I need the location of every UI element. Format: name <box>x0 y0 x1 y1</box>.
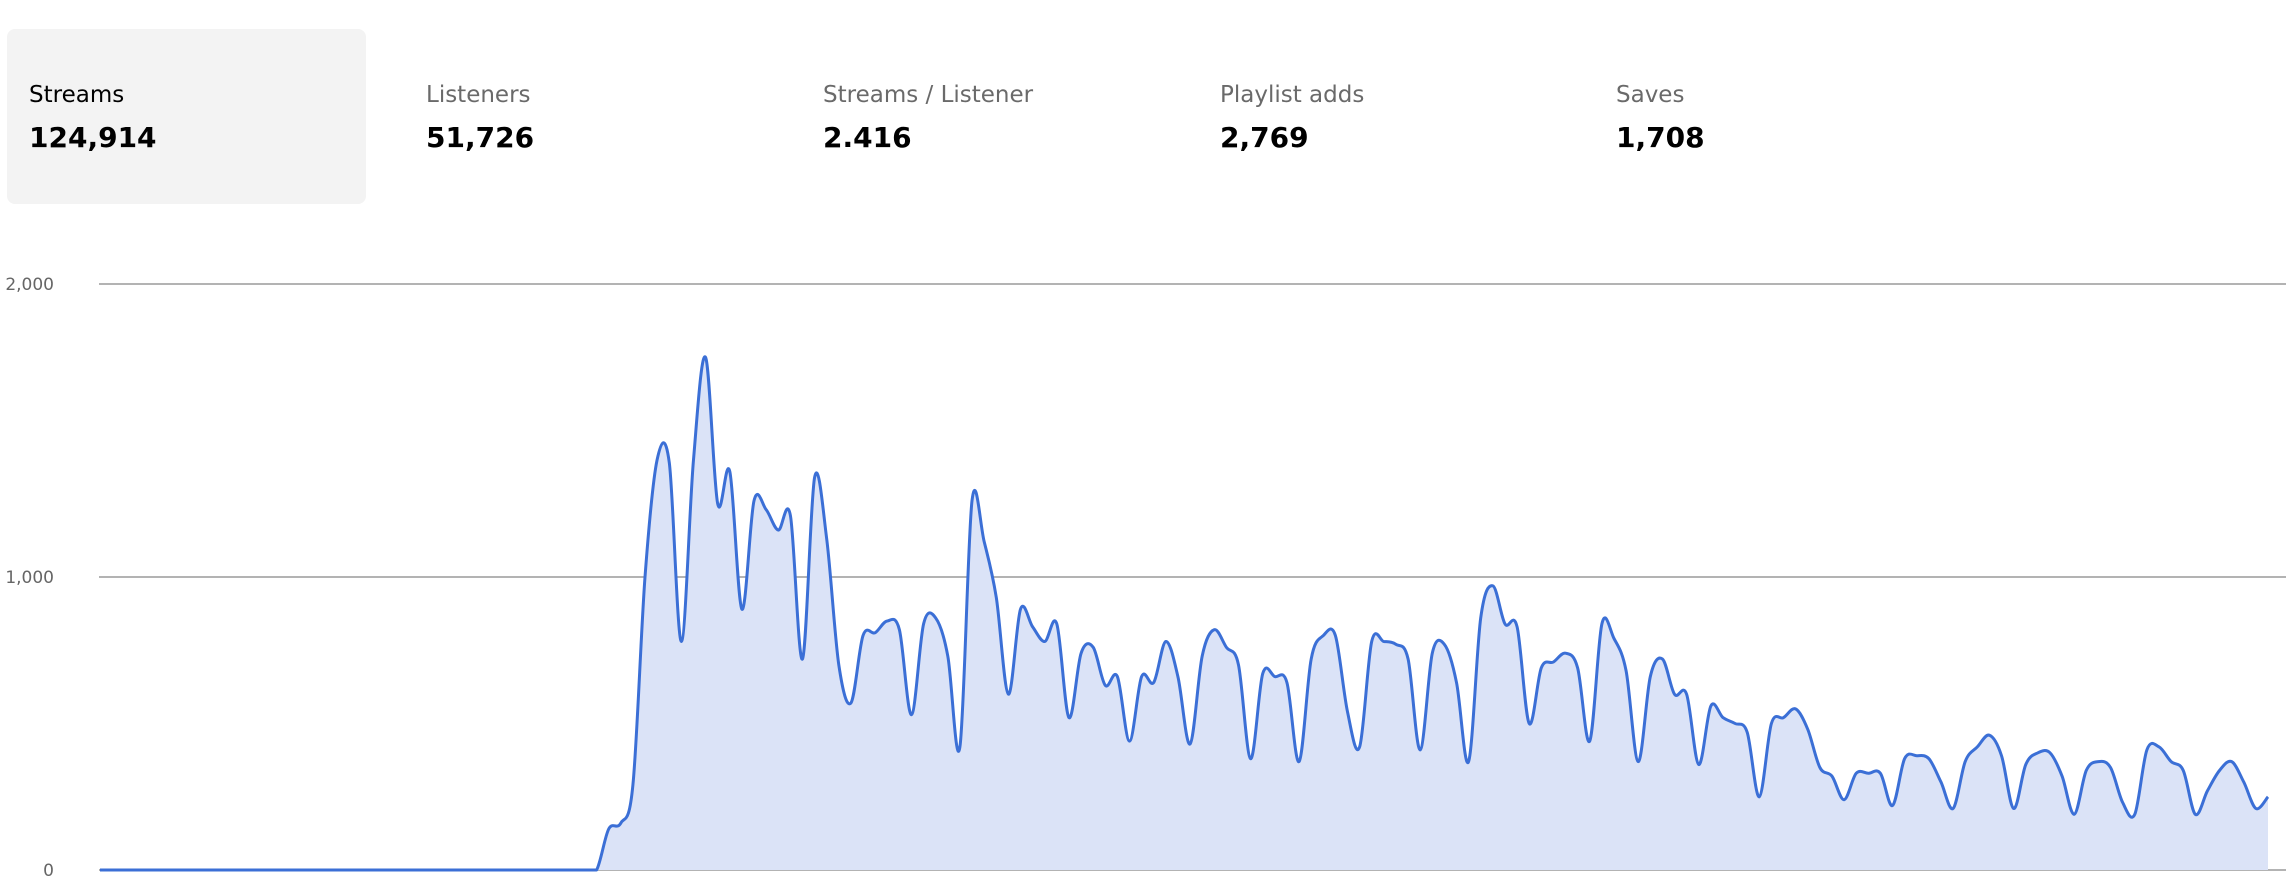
tab-saves-label: Saves <box>1616 82 1685 108</box>
tab-listeners-value: 51,726 <box>426 121 535 154</box>
tab-playlist-adds-label: Playlist adds <box>1220 82 1365 108</box>
metric-tabs: Streams 124,914 Listeners 51,726 Streams… <box>0 0 2296 210</box>
tab-streams-per-listener-value: 2.416 <box>823 121 912 154</box>
y-tick-label: 2,000 <box>5 275 54 295</box>
tab-streams-value: 124,914 <box>29 121 157 154</box>
tab-playlist-adds-value: 2,769 <box>1220 121 1309 154</box>
tab-saves-value: 1,708 <box>1616 121 1705 154</box>
y-tick-label: 1,000 <box>5 568 54 588</box>
y-tick-label: 0 <box>43 861 54 881</box>
tab-saves[interactable]: Saves 1,708 <box>1594 29 1953 204</box>
tab-streams-per-listener-label: Streams / Listener <box>823 82 1034 108</box>
series-line <box>100 355 2270 872</box>
tab-streams[interactable]: Streams 124,914 <box>7 29 366 204</box>
tab-listeners-label: Listeners <box>426 82 531 108</box>
tab-streams-per-listener[interactable]: Streams / Listener 2.416 <box>801 29 1160 204</box>
y-axis: 0 1,000 2,000 <box>5 275 54 881</box>
tab-streams-label: Streams <box>29 82 125 108</box>
series-area <box>100 356 2268 870</box>
tab-listeners[interactable]: Listeners 51,726 <box>404 29 763 204</box>
streams-chart: 0 1,000 2,000 <box>5 275 2286 881</box>
tab-playlist-adds[interactable]: Playlist adds 2,769 <box>1198 29 1557 204</box>
